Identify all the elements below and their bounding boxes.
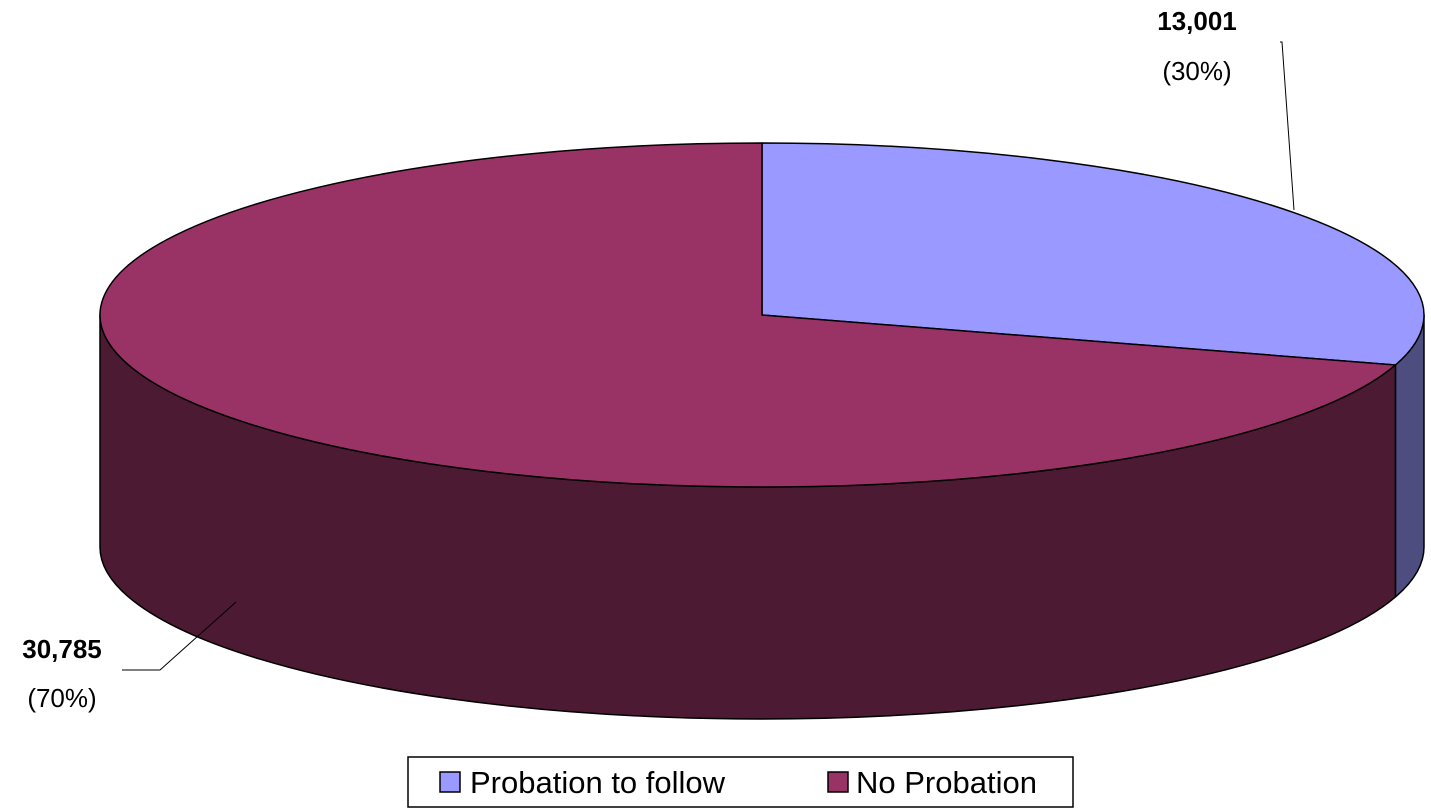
slice-pct-label-probation: (30%)	[1162, 56, 1231, 86]
pie-sides	[99, 314, 1425, 720]
leader-line-probation	[1280, 41, 1295, 211]
legend-frame	[407, 756, 1074, 808]
slice-value-label-probation: 13,001	[1157, 6, 1237, 36]
slice-pct-label-no-probation: (70%)	[27, 683, 96, 713]
pie-slice-probation-to-follow	[761, 142, 1425, 366]
legend-label-probation: Probation to follow	[470, 765, 726, 800]
pie-slice-no-probation	[99, 142, 1397, 488]
legend-label-no-probation: No Probation	[856, 765, 1037, 800]
legend-swatch-probation	[439, 771, 461, 793]
slice-value-label-no-probation: 30,785	[22, 634, 102, 664]
legend-swatch-no-probation	[827, 771, 849, 793]
leader-line-no-probation	[122, 601, 237, 671]
legend: Probation to follow No Probation	[407, 756, 1074, 808]
pie-tops	[99, 142, 1425, 488]
